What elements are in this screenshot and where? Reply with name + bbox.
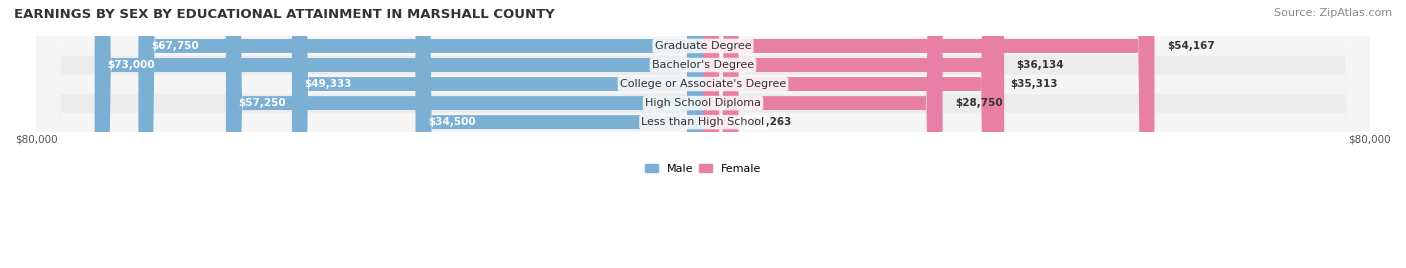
Text: Less than High School: Less than High School [641,117,765,127]
FancyBboxPatch shape [292,0,703,268]
FancyBboxPatch shape [37,0,1369,268]
Text: High School Diploma: High School Diploma [645,98,761,108]
Legend: Male, Female: Male, Female [640,159,766,178]
FancyBboxPatch shape [37,0,1369,268]
FancyBboxPatch shape [416,0,703,268]
Text: College or Associate's Degree: College or Associate's Degree [620,79,786,89]
Text: EARNINGS BY SEX BY EDUCATIONAL ATTAINMENT IN MARSHALL COUNTY: EARNINGS BY SEX BY EDUCATIONAL ATTAINMEN… [14,8,555,21]
FancyBboxPatch shape [94,0,703,268]
Text: $67,750: $67,750 [150,41,198,51]
FancyBboxPatch shape [37,0,1369,268]
Text: $34,500: $34,500 [427,117,475,127]
FancyBboxPatch shape [703,0,1004,268]
Text: $57,250: $57,250 [239,98,285,108]
FancyBboxPatch shape [703,0,942,268]
Text: $36,134: $36,134 [1017,60,1064,70]
Text: $54,167: $54,167 [1167,41,1215,51]
FancyBboxPatch shape [37,0,1369,268]
FancyBboxPatch shape [703,0,1154,268]
FancyBboxPatch shape [703,0,738,268]
Text: $35,313: $35,313 [1010,79,1057,89]
Text: $49,333: $49,333 [304,79,352,89]
FancyBboxPatch shape [37,0,1369,268]
Text: Bachelor's Degree: Bachelor's Degree [652,60,754,70]
Text: $4,263: $4,263 [751,117,792,127]
FancyBboxPatch shape [703,0,997,268]
Text: $73,000: $73,000 [107,60,155,70]
FancyBboxPatch shape [138,0,703,268]
Text: Source: ZipAtlas.com: Source: ZipAtlas.com [1274,8,1392,18]
FancyBboxPatch shape [226,0,703,268]
Text: Graduate Degree: Graduate Degree [655,41,751,51]
Text: $28,750: $28,750 [955,98,1002,108]
